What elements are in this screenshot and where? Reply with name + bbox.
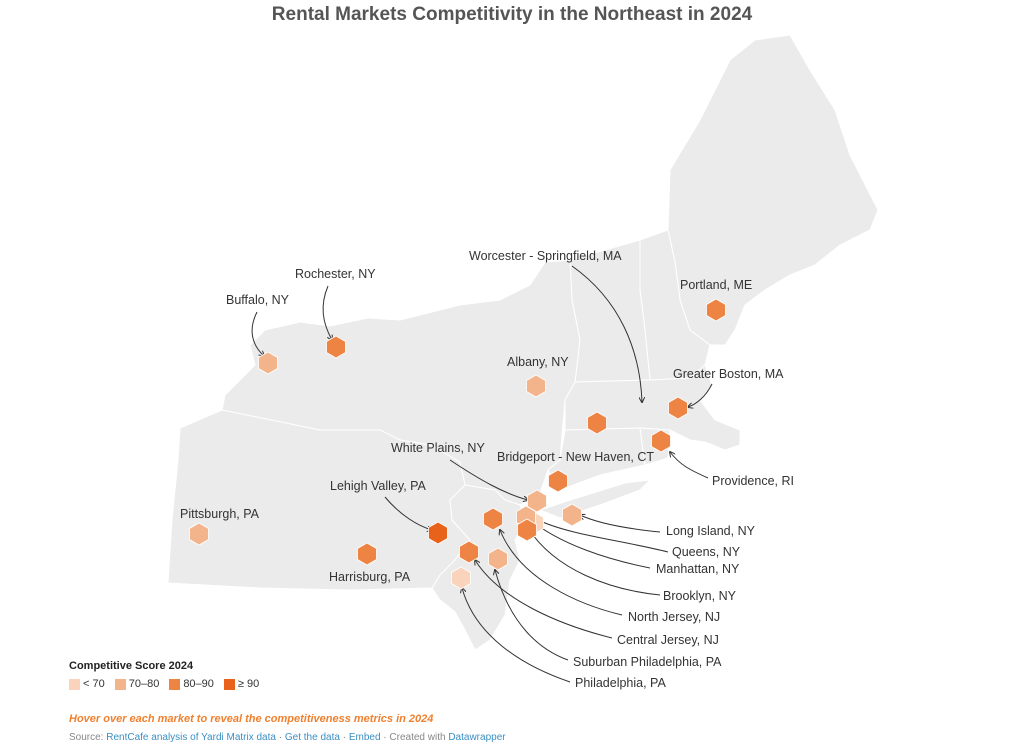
legend-label: 80–90: [183, 678, 214, 690]
legend-swatch: [169, 678, 181, 690]
leader-providence: [670, 452, 709, 479]
label-bridgeport: Bridgeport - New Haven, CT: [497, 450, 654, 464]
market-markers[interactable]: [189, 298, 726, 590]
label-portland: Portland, ME: [680, 278, 752, 292]
leader-queens: [538, 520, 669, 553]
chart-title: Rental Markets Competitivity in the Nort…: [271, 4, 753, 25]
market-hex-brooklyn-ny[interactable]: [517, 518, 537, 542]
leader-long-island: [580, 515, 661, 533]
label-north-jersey: North Jersey, NJ: [628, 610, 720, 624]
legend-item-ge90: ≥ 90: [223, 678, 260, 690]
legend-swatch: [69, 678, 80, 690]
market-hex-rochester-ny[interactable]: [326, 335, 346, 359]
market-hex-philadelphia-pa[interactable]: [451, 566, 471, 590]
footer: Source: RentCafe analysis of Yardi Matri…: [69, 732, 506, 743]
legend-swatch: [223, 678, 235, 690]
leader-white-plains: [449, 459, 528, 500]
label-pittsburgh: Pittsburgh, PA: [180, 507, 260, 521]
legend-label: < 70: [83, 678, 105, 690]
legend: Competitive Score 2024 < 70 70–80 80–90 …: [69, 660, 259, 690]
leader-brooklyn: [528, 528, 661, 596]
created-with: · Created with: [383, 732, 446, 743]
leader-central-jersey: [475, 560, 613, 639]
legend-item-lt70: < 70: [69, 678, 105, 690]
market-hex-albany-ny[interactable]: [526, 374, 546, 398]
source-prefix: Source:: [69, 732, 104, 743]
label-worcester: Worcester - Springfield, MA: [469, 249, 622, 263]
market-hex-white-plains-ny[interactable]: [527, 489, 547, 513]
get-data-link[interactable]: Get the data: [284, 732, 340, 743]
label-philly: Philadelphia, PA: [575, 676, 666, 690]
label-providence: Providence, RI: [712, 474, 794, 488]
label-manhattan: Manhattan, NY: [656, 562, 740, 576]
label-buffalo: Buffalo, NY: [226, 293, 290, 307]
market-labels: Buffalo, NY Rochester, NY Albany, NY Wor…: [180, 249, 794, 690]
label-queens: Queens, NY: [672, 545, 741, 559]
label-long-island: Long Island, NY: [666, 524, 756, 538]
leader-worcester: [571, 265, 642, 402]
leader-buffalo: [251, 311, 264, 356]
legend-label: ≥ 90: [237, 678, 260, 690]
market-hex-buffalo-ny[interactable]: [258, 351, 278, 375]
market-hex-providence-ri[interactable]: [651, 429, 671, 453]
label-brooklyn: Brooklyn, NY: [663, 589, 737, 603]
state-maine[interactable]: [667, 34, 879, 346]
market-hex-north-jersey-nj[interactable]: [483, 507, 503, 531]
label-lehigh: Lehigh Valley, PA: [330, 479, 427, 493]
separator: ·: [342, 732, 347, 743]
label-harrisburg: Harrisburg, PA: [329, 570, 411, 584]
legend-item-70-80: 70–80: [114, 678, 160, 690]
label-albany: Albany, NY: [507, 355, 569, 369]
leader-suburban-philly: [495, 570, 569, 661]
leader-boston: [688, 383, 713, 407]
leader-manhattan: [528, 518, 651, 569]
label-rochester: Rochester, NY: [295, 267, 376, 281]
map-land: [167, 34, 879, 651]
label-central-jersey: Central Jersey, NJ: [617, 633, 719, 647]
market-hex-long-island-ny[interactable]: [562, 503, 582, 527]
market-hex-central-jersey-nj[interactable]: [459, 540, 479, 564]
leader-philly: [462, 588, 571, 683]
market-hex-pittsburgh-pa[interactable]: [189, 522, 209, 546]
market-hex-portland-me[interactable]: [706, 298, 726, 322]
legend-item-80-90: 80–90: [169, 678, 214, 690]
market-hex-bridgeport-new-haven-ct[interactable]: [548, 469, 568, 493]
embed-link[interactable]: Embed: [348, 732, 381, 743]
leader-north-jersey: [500, 530, 623, 616]
market-hex-worcester-springfield-ma[interactable]: [587, 411, 607, 435]
market-hex-suburban-philadelphia-pa[interactable]: [488, 547, 508, 571]
market-hex-lehigh-valley-pa[interactable]: [428, 521, 448, 545]
source-link[interactable]: RentCafe analysis of Yardi Matrix data: [106, 732, 276, 743]
legend-label: 70–80: [128, 678, 160, 690]
market-hex-harrisburg-pa[interactable]: [357, 542, 377, 566]
label-white-plains: White Plains, NY: [391, 441, 485, 455]
market-hex-greater-boston-ma[interactable]: [668, 396, 688, 420]
legend-swatch: [114, 678, 126, 690]
datawrapper-link[interactable]: Datawrapper: [448, 732, 506, 743]
separator: ·: [278, 732, 283, 743]
leader-rochester: [322, 285, 332, 340]
legend-title: Competitive Score 2024: [69, 660, 194, 672]
label-suburban-philly: Suburban Philadelphia, PA: [573, 655, 722, 669]
label-boston: Greater Boston, MA: [673, 367, 784, 381]
hover-note: Hover over each market to reveal the com…: [69, 713, 434, 725]
